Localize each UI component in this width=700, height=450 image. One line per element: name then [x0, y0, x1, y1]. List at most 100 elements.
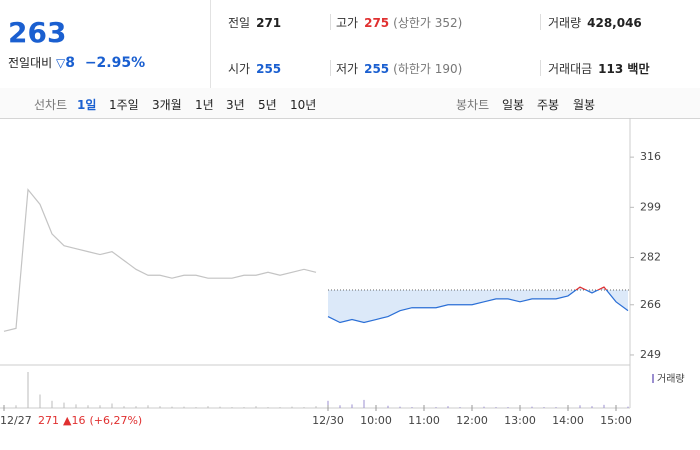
volume-bar [183, 406, 185, 408]
volume-bar [15, 405, 17, 408]
volume-bar [315, 406, 317, 408]
info-cell: 거래대금 113 백만 [548, 60, 649, 77]
divider [540, 14, 541, 30]
y-tick-label: 282 [640, 251, 661, 264]
volume-bar [531, 406, 533, 408]
info-value: 255 [256, 62, 282, 76]
quote-header: 263 전일대비 ▽8 −2.95% 전일 271 고가 275 (상한가 352) 거래… [0, 0, 700, 89]
volume-bar [483, 406, 485, 408]
volume-bar [171, 406, 173, 408]
line [3, 188, 317, 332]
x-tick-label: 13:00 [504, 414, 536, 427]
volume-bar [399, 406, 401, 408]
volume-bar [243, 407, 245, 408]
volume-bar [195, 407, 197, 408]
info-note: (상한가 352) [393, 16, 463, 30]
quote-box: 263 전일대비 ▽8 −2.95% [0, 0, 211, 88]
volume-bar [27, 372, 29, 408]
volume-bar [87, 405, 89, 408]
info-value: 271 [256, 16, 282, 30]
x-tick-label: 11:00 [408, 414, 440, 427]
volume-bar [135, 406, 137, 408]
info-cell: 시가 255 [228, 60, 281, 77]
volume-bar [555, 407, 557, 408]
price: 263 [8, 16, 67, 49]
area [328, 287, 628, 323]
volume-bar [591, 406, 593, 408]
volume-bar [231, 407, 233, 408]
y-tick-label: 316 [640, 150, 661, 163]
info-cell: 전일 271 [228, 14, 281, 31]
change-row: 전일대비 ▽8 −2.95% [8, 55, 146, 71]
info-label: 시가 [228, 62, 251, 76]
info-label: 거래대금 [548, 62, 593, 76]
tab[interactable]: 3개월 [152, 98, 182, 112]
info-cell: 고가 275 (상한가 352) [336, 14, 462, 31]
line [327, 290, 629, 324]
x-tick-label: 12/30 [312, 414, 344, 427]
tab[interactable]: 10년 [290, 98, 317, 112]
volume-bar [159, 406, 161, 408]
x-tick-label: 12/27 [0, 414, 32, 427]
volume-bar [291, 406, 293, 408]
divider [330, 60, 331, 76]
info-value: 275 [364, 16, 390, 30]
divider [330, 14, 331, 30]
volume-bar [207, 406, 209, 408]
volume-bar [579, 405, 581, 408]
tab-group-label: 봉차트 [456, 98, 490, 112]
y-tick-label: 249 [640, 348, 661, 361]
tab[interactable]: 1주일 [109, 98, 139, 112]
volume-bar [75, 404, 77, 408]
change-rate: −2.95% [84, 55, 146, 71]
info-label: 거래량 [548, 16, 582, 30]
volume-bar [543, 407, 545, 408]
info-label: 전일 [228, 16, 251, 30]
period-tabs: 선차트 1일 1주일 3개월 1년 3년 5년 10년 봉차트 일봉 주봉 월봉 [0, 88, 700, 119]
annotation: 271 ▲16 (+6,27%) [38, 414, 142, 427]
volume-bar [327, 400, 329, 408]
volume-bar [387, 405, 389, 408]
info-value: 428,046 [587, 16, 642, 30]
tab-group-label: 선차트 [34, 98, 68, 112]
volume-bar [339, 405, 341, 408]
y-tick-label: 266 [640, 298, 661, 311]
volume-bar [99, 405, 101, 408]
volume-bar [63, 402, 65, 408]
volume-bar [255, 406, 257, 408]
y-tick-label: 299 [640, 200, 661, 213]
volume-bar [363, 399, 365, 408]
legend-swatch [652, 374, 654, 383]
volume-bar [39, 394, 41, 408]
volume-bar [267, 407, 269, 408]
annotation-part: (+6,27%) [89, 414, 142, 427]
tab[interactable]: 월봉 [573, 98, 596, 112]
info-cell: 저가 255 (하한가 190) [336, 60, 462, 77]
volume-bar [111, 403, 113, 408]
x-tick-label: 12:00 [456, 414, 488, 427]
volume-bar [507, 407, 509, 408]
annotation-part: 271 [38, 414, 59, 427]
chart: 316 299 282 266 249 거래량 12/27 12/30 10:00 11:00 12… [0, 118, 685, 427]
tab[interactable]: 일봉 [502, 98, 525, 112]
divider [540, 60, 541, 76]
volume-bar [435, 407, 437, 408]
tab[interactable]: 1년 [195, 98, 214, 112]
volume-bar [627, 406, 629, 408]
annotation-part: ▲16 [63, 414, 85, 427]
tab[interactable]: 주봉 [537, 98, 560, 112]
volume-bar [51, 400, 53, 408]
x-tick-label: 10:00 [360, 414, 392, 427]
tab[interactable]: 3년 [226, 98, 245, 112]
info-value: 113 백만 [598, 62, 650, 76]
volume-bar [219, 406, 221, 408]
volume-bar [603, 404, 605, 408]
tab[interactable]: 5년 [258, 98, 277, 112]
legend-label: 거래량 [657, 373, 685, 385]
x-tick-label: 14:00 [552, 414, 584, 427]
volume-bar [495, 407, 497, 408]
tab[interactable]: 1일 [77, 98, 97, 112]
volume-bar [459, 407, 461, 408]
volume-bar [279, 407, 281, 408]
